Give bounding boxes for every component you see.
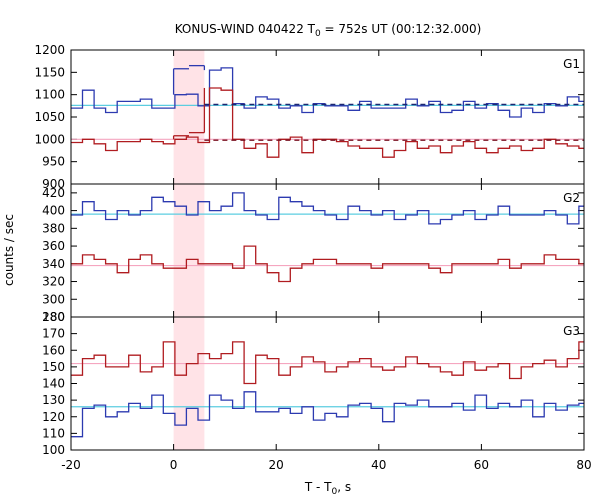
y-tick-label: 900 [42,177,65,191]
panel-series-layer [71,64,584,158]
x-tick-label: 80 [576,458,591,472]
y-tick-label: 180 [42,310,65,324]
x-tick-label: 0 [170,458,178,472]
y-tick-label: 340 [42,257,65,271]
panel-series-layer [71,341,584,438]
x-axis-label-subscript: 0 [332,487,338,497]
panel-label: G2 [563,191,580,205]
y-tick-label: 380 [42,221,65,235]
y-tick-label: 110 [42,426,65,440]
y-tick-label: 1100 [34,88,65,102]
count-rate-histogram [71,67,584,118]
panel-series-layer [71,192,584,283]
panel-label: G1 [563,57,580,71]
y-tick-label: 320 [42,275,65,289]
y-tick-label: 1000 [34,132,65,146]
y-tick-label: 280 [42,310,65,324]
count-rate-histogram [71,87,584,158]
y-tick-label: 400 [42,204,65,218]
x-axis-label-prefix: T - T [304,480,332,494]
x-tick-label: 60 [474,458,489,472]
x-tick-label: -20 [61,458,81,472]
x-axis-label-suffix: , s [337,480,351,494]
y-axis-label: counts / sec [2,214,16,286]
y-tick-label: 300 [42,292,65,306]
y-tick-label: 950 [42,155,65,169]
chart-title: KONUS-WIND 040422 T0 = 752s UT (00:12:32… [175,22,482,39]
y-tick-label: 100 [42,443,65,457]
y-tick-label: 140 [42,377,65,391]
panel-label: G3 [563,324,580,338]
y-tick-label: 130 [42,393,65,407]
panel-frame [70,183,585,318]
y-tick-label: 120 [42,410,65,424]
x-tick-label: 20 [269,458,284,472]
x-axis-label: T - T0, s [304,480,351,497]
plot-area: 90095010001050110011501200G1280300320340… [34,43,591,472]
y-tick-label: 1150 [34,65,65,79]
y-tick-label: 420 [42,186,65,200]
count-rate-histogram [71,245,584,283]
y-tick-label: 1200 [34,43,65,57]
panel-frame [70,316,585,451]
x-tick-label: 40 [371,458,386,472]
panel-frame [70,49,585,185]
highlight-interval [173,50,205,450]
count-rate-histogram [71,391,584,438]
y-tick-label: 1050 [34,110,65,124]
chart-title-prefix: KONUS-WIND 040422 T [175,22,316,36]
y-tick-label: 360 [42,239,65,253]
y-tick-label: 150 [42,360,65,374]
count-rate-histogram [71,341,584,385]
y-tick-label: 170 [42,327,65,341]
chart-title-subscript: 0 [315,29,321,39]
chart-title-suffix: = 752s UT (00:12:32.000) [321,22,482,36]
count-rate-histogram [71,192,584,225]
y-tick-label: 160 [42,343,65,357]
